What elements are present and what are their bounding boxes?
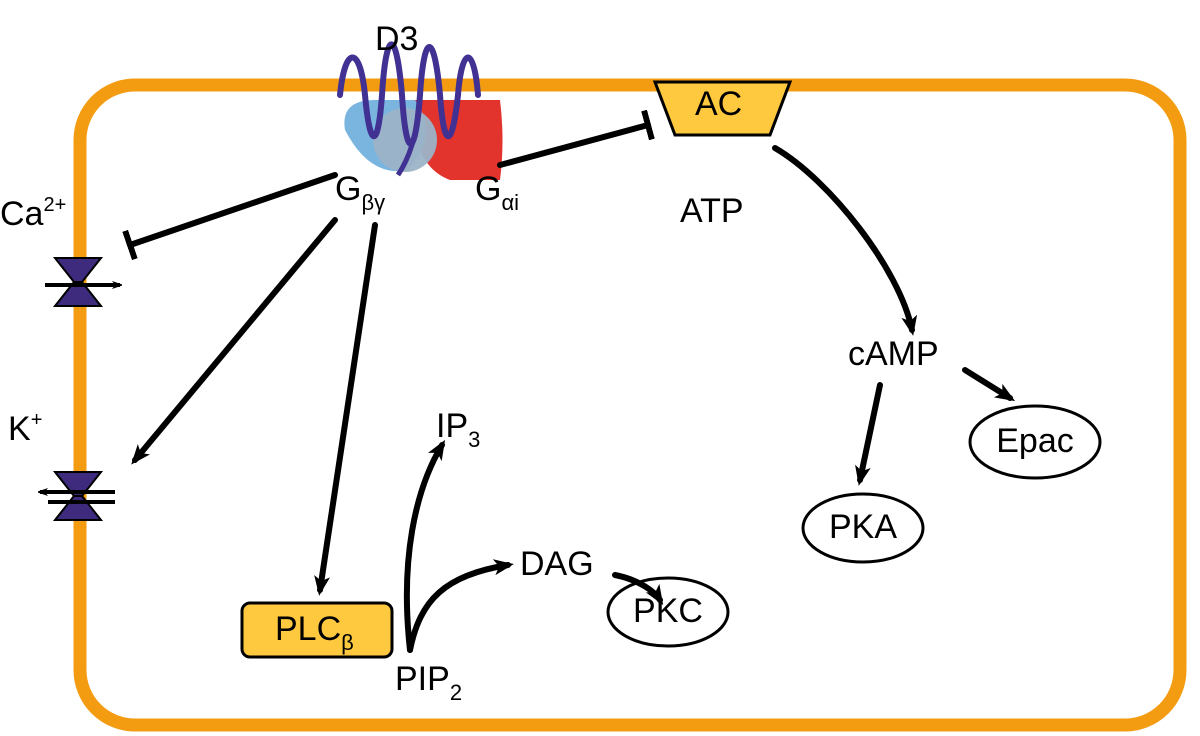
arrow-gai-ac	[500, 125, 648, 165]
ca-label: Ca2+	[0, 194, 66, 233]
svg-text:AC: AC	[695, 85, 742, 123]
arrow-gbg-plcb	[320, 225, 375, 590]
ac-label: AC	[695, 85, 742, 123]
ca-channel	[45, 258, 120, 306]
arrow-gbg-k	[135, 220, 335, 460]
pkc-label: PKC	[633, 592, 703, 630]
svg-text:D3: D3	[375, 20, 418, 58]
epac-label: Epac	[996, 422, 1074, 460]
atp-label: ATP	[680, 192, 744, 230]
svg-text:DAG: DAG	[520, 545, 594, 583]
svg-text:Ca2+: Ca2+	[0, 194, 66, 233]
k-channel	[40, 472, 115, 520]
dag-label: DAG	[520, 545, 594, 583]
arrow-pip2-dag	[410, 565, 508, 650]
arrow-camp-epac	[965, 370, 1010, 398]
svg-text:Gβγ: Gβγ	[335, 170, 385, 215]
gbg-label: Gβγ	[335, 170, 385, 215]
k-label: K+	[8, 409, 42, 448]
pka-label: PKA	[829, 508, 897, 546]
camp-label: cAMP	[848, 335, 939, 373]
svg-text:K+: K+	[8, 409, 42, 448]
gai-label: Gαi	[475, 170, 519, 215]
svg-text:Gαi: Gαi	[475, 170, 519, 215]
arrow-camp-pka	[860, 385, 880, 480]
arrow-gbg-ca	[130, 175, 335, 245]
svg-text:ATP: ATP	[680, 192, 744, 230]
pip2-label: PIP2	[395, 660, 462, 705]
svg-text:cAMP: cAMP	[848, 335, 939, 373]
arrow-pip2-ip3	[407, 445, 442, 650]
d3-label: D3	[375, 20, 418, 58]
arrow-ac-camp	[775, 148, 912, 330]
svg-text:PIP2: PIP2	[395, 660, 462, 705]
